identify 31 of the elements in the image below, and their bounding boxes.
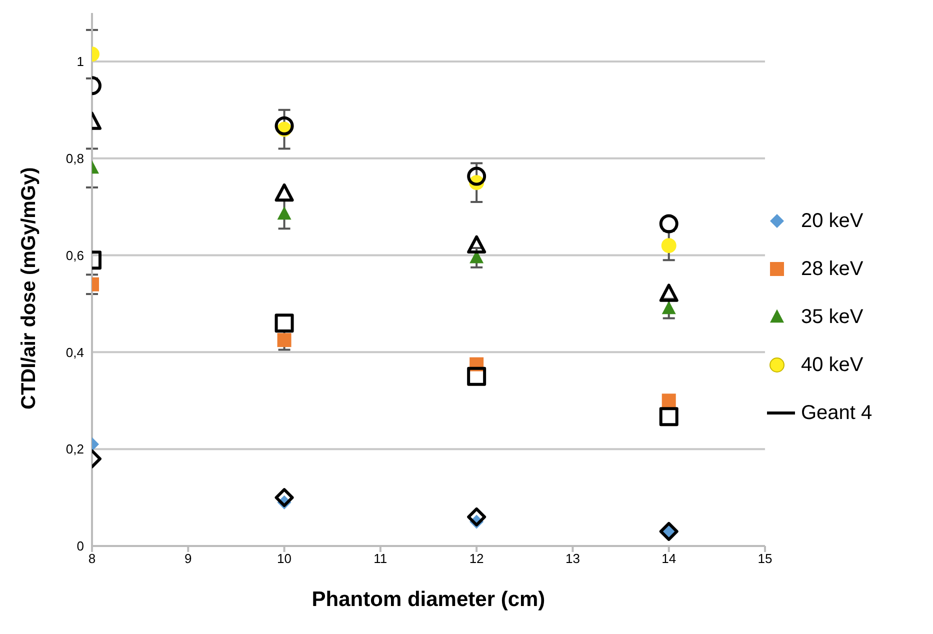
x-tick-label: 10 (277, 551, 292, 566)
x-tick-label: 14 (662, 551, 676, 566)
y-tick-label: 0,8 (66, 150, 84, 166)
legend-label: 35 keV (801, 306, 864, 328)
point (467, 166, 486, 186)
x-tick-label: 13 (565, 551, 580, 566)
point (662, 300, 676, 314)
x-tick-label: 15 (758, 551, 772, 566)
legend-label: 28 keV (801, 258, 864, 280)
point (467, 507, 486, 526)
point (659, 214, 678, 234)
y-axis-title: CTDI/air dose (mGy/mGy) (18, 167, 40, 410)
y-tick-label: 0 (76, 538, 84, 554)
point (467, 235, 486, 254)
point (467, 366, 486, 386)
x-axis-title: Phantom diameter (cm) (312, 588, 546, 611)
x-tick-label: 11 (374, 551, 388, 566)
x-tick-label: 12 (469, 551, 484, 566)
legend-label: 40 keV (801, 354, 864, 376)
y-tick-label: 0,4 (66, 344, 84, 360)
point (662, 394, 676, 408)
x-tick-label: 8 (88, 551, 96, 566)
point (659, 284, 678, 302)
point (659, 407, 678, 426)
legend-label: 20 keV (801, 210, 864, 232)
point (661, 238, 676, 254)
y-tick-label: 0,2 (66, 442, 84, 457)
y-tick-label: 1 (76, 54, 84, 70)
x-tick-label: 9 (184, 551, 192, 566)
legend-label: Geant 4 (801, 402, 872, 424)
y-tick-label: 0,6 (66, 248, 84, 263)
